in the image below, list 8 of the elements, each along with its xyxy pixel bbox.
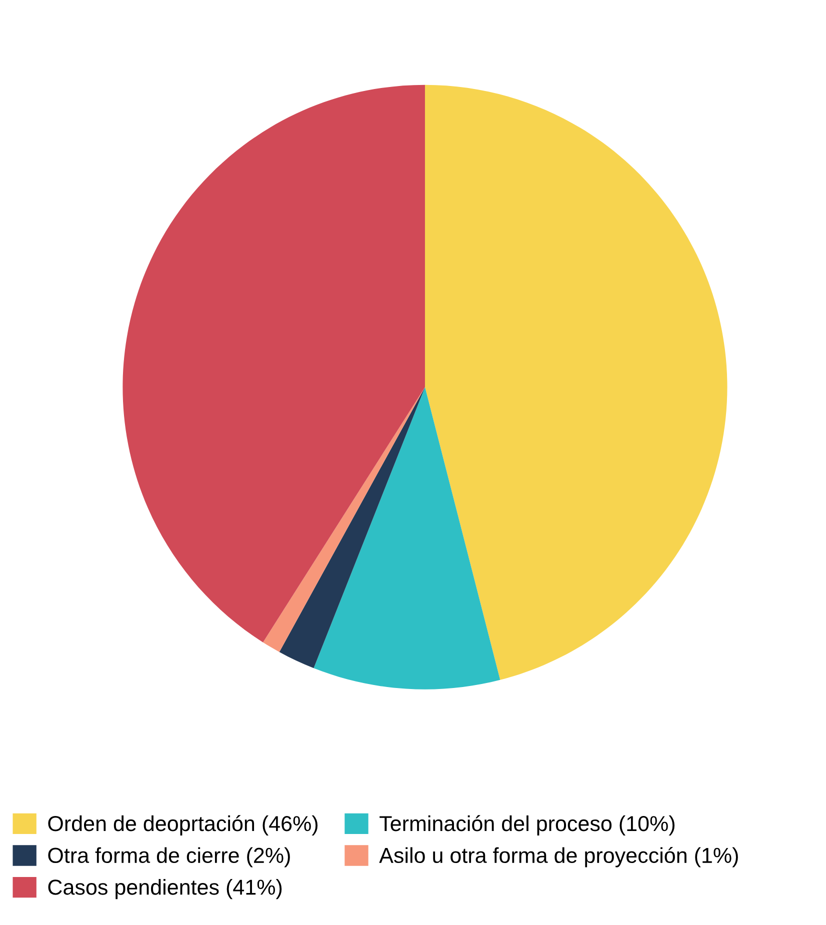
pie-slice bbox=[424, 84, 728, 680]
legend-label: Casos pendientes (41%) bbox=[48, 879, 282, 900]
pie-slice bbox=[314, 387, 500, 690]
pie-slice bbox=[122, 84, 425, 642]
legend-label: Terminación del proceso (10%) bbox=[380, 815, 674, 836]
legend-label: Asilo u otra forma de proyección (1%) bbox=[379, 846, 738, 868]
legend-label: Otra forma de cierre (2%) bbox=[48, 847, 290, 868]
legend-label: Orden de deoprtación (46%) bbox=[48, 815, 318, 836]
